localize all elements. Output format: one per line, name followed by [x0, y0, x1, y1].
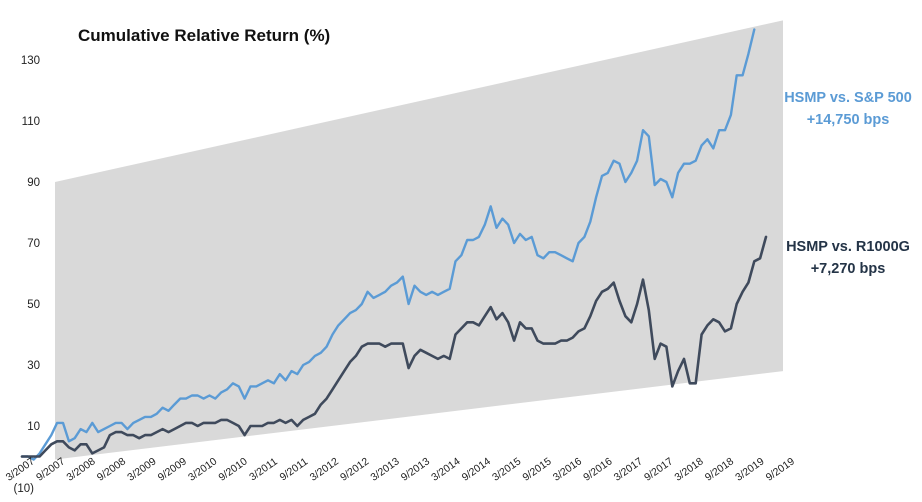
series-line-r1000g	[20, 235, 768, 458]
y-tick-label: 90	[27, 177, 40, 189]
x-tick-label: 3/2009	[125, 455, 158, 483]
r1000g-annotation: HSMP vs. R1000G +7,270 bps	[778, 236, 918, 280]
series-line-sp500	[20, 28, 756, 461]
x-tick-label: 9/2015	[520, 455, 553, 483]
x-tick-label: 3/2012	[308, 455, 341, 483]
x-tick-label: 3/2013	[368, 455, 401, 483]
r1000g-annotation-label: HSMP vs. R1000G	[786, 239, 910, 255]
x-tick-label: 9/2010	[216, 455, 249, 483]
y-tick-label: (10)	[14, 483, 35, 495]
x-tick-label: 3/2010	[186, 455, 219, 483]
x-tick-label: 3/2019	[733, 455, 766, 483]
x-tick-label: 3/2011	[247, 456, 280, 484]
chart-title: Cumulative Relative Return (%)	[78, 26, 331, 45]
sp500-annotation-value: +14,750 bps	[806, 112, 890, 128]
x-tick-label: 3/2016	[551, 455, 584, 483]
y-tick-label: 50	[27, 299, 40, 311]
x-tick-label: 9/2007	[34, 455, 67, 483]
y-tick-label: 110	[22, 116, 40, 128]
y-tick-label: 70	[27, 238, 40, 250]
x-tick-label: 3/2008	[64, 455, 97, 483]
sp500-annotation: HSMP vs. S&P 500 +14,750 bps	[778, 87, 918, 131]
y-tick-label: 130	[21, 55, 40, 67]
x-tick-label: 9/2017	[642, 455, 675, 483]
x-tick-label: 9/2011	[278, 456, 311, 484]
x-tick-label: 9/2014	[460, 455, 493, 483]
y-tick-label: 30	[27, 360, 40, 372]
x-tick-label: 9/2012	[338, 455, 371, 483]
x-tick-label: 3/2018	[672, 455, 705, 483]
x-tick-label: 9/2019	[764, 455, 797, 483]
shaded-band	[55, 20, 783, 460]
x-tick-label: 9/2016	[581, 455, 614, 483]
r1000g-annotation-value: +7,270 bps	[810, 261, 886, 277]
x-tick-label: 3/2007	[4, 455, 37, 483]
x-tick-label: 9/2008	[95, 455, 128, 483]
sp500-annotation-label: HSMP vs. S&P 500	[784, 90, 912, 106]
x-tick-label: 9/2009	[156, 455, 189, 483]
x-tick-label: 9/2018	[703, 455, 736, 483]
x-tick-label: 3/2015	[490, 455, 523, 483]
x-tick-label: 3/2014	[429, 455, 462, 483]
y-tick-label: 10	[27, 421, 40, 433]
x-tick-label: 9/2013	[399, 455, 432, 483]
x-tick-label: 3/2017	[612, 455, 645, 483]
